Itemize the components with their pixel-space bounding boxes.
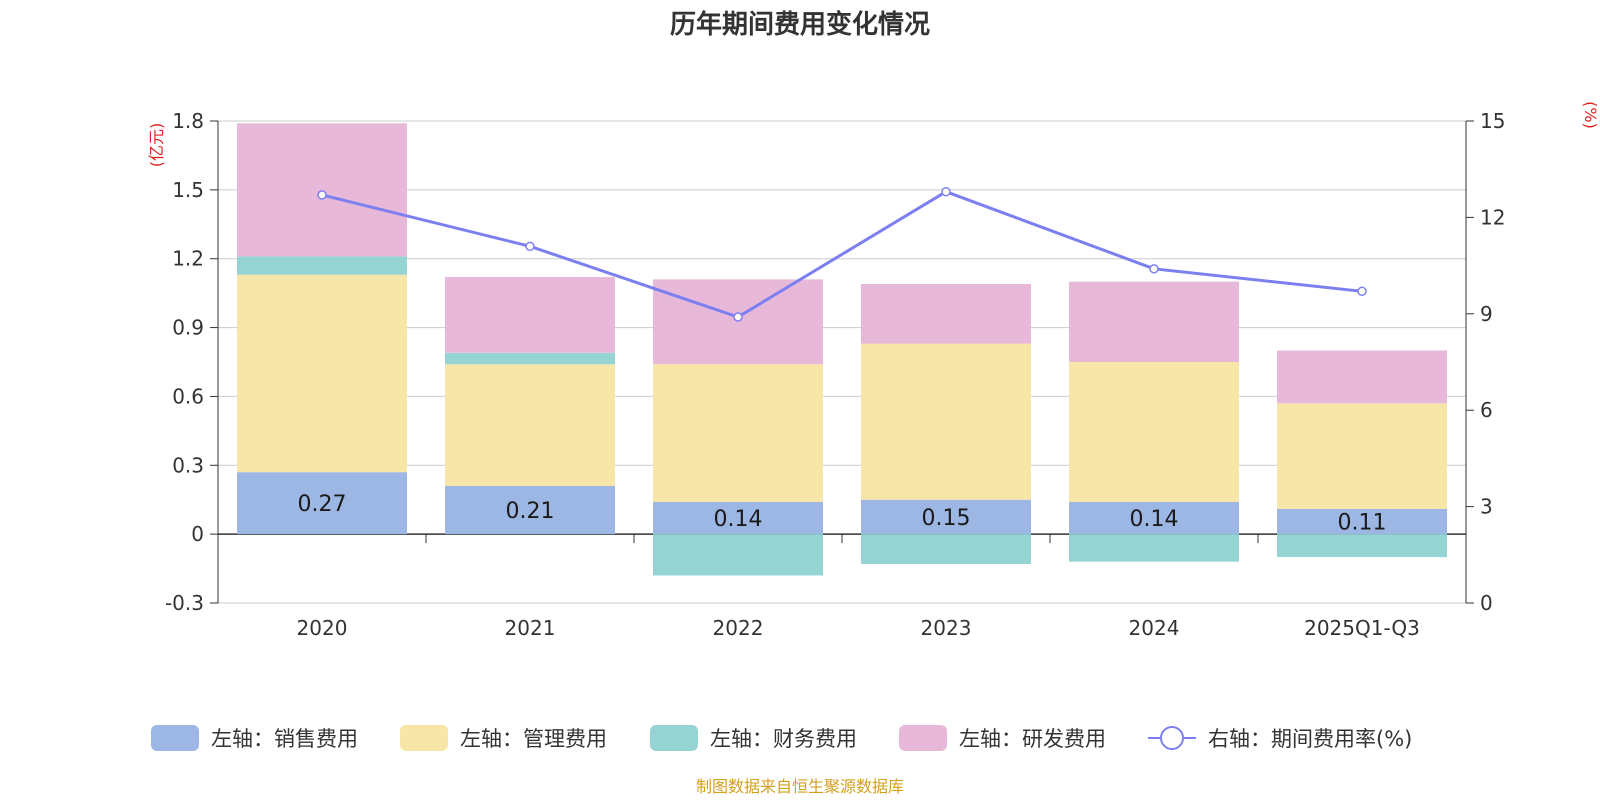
legend-swatch: [400, 725, 448, 751]
rate-point: [317, 190, 327, 200]
bar-segment: [861, 343, 1031, 500]
category-label: 2021: [505, 616, 556, 640]
rate-line: [321, 190, 1363, 319]
left-tick-label: 0.6: [172, 384, 204, 408]
legend-label: 左轴：管理费用: [460, 727, 607, 751]
bar-segment: [653, 364, 823, 503]
legend-label: 左轴：财务费用: [710, 727, 857, 751]
bar-segment: [653, 279, 823, 365]
legend-label: 左轴：研发费用: [959, 727, 1106, 751]
legend-label: 左轴：销售费用: [211, 727, 358, 751]
bar-segment: [861, 499, 1031, 535]
right-tick-label: 12: [1480, 205, 1505, 229]
left-tick-label: 1.5: [172, 178, 204, 202]
bar-segment: [237, 274, 407, 473]
bar-value-label: 0.27: [298, 492, 347, 517]
category-label: 2020: [297, 616, 348, 640]
bar-segment: [1277, 508, 1447, 535]
bar-segment: [445, 364, 615, 486]
rate-line-group: [317, 186, 1367, 322]
bar-value-label: 0.21: [506, 499, 555, 524]
legend-marker: [1160, 726, 1184, 750]
right-tick-label: 15: [1480, 109, 1505, 133]
legend-swatch: [151, 725, 199, 751]
left-tick-label: 1.2: [172, 247, 204, 271]
category-label: 2024: [1129, 616, 1180, 640]
bar-segment: [1069, 362, 1239, 503]
rate-point: [941, 186, 951, 197]
bar-value-label: 0.11: [1338, 511, 1387, 536]
bar-segment: [861, 534, 1031, 564]
bar-value-label: 0.14: [714, 507, 763, 532]
legend-swatch: [650, 725, 698, 751]
right-tick-label: 6: [1480, 398, 1493, 422]
bar-labels-group: 0.27 0.21 0.14 0.15 0.14 0.11: [298, 492, 1387, 535]
rate-point: [1149, 264, 1159, 274]
bar-segment: [1069, 502, 1239, 535]
right-axis-unit: (%): [1581, 101, 1600, 129]
category-label: 2025Q1-Q3: [1304, 616, 1420, 640]
rate-point: [1357, 286, 1367, 297]
rate-point: [733, 312, 743, 322]
legend-swatch: [899, 725, 947, 751]
left-tick-label: 0: [191, 522, 204, 546]
bar-segment: [445, 352, 615, 365]
left-tick-label: 1.8: [172, 109, 204, 133]
bar-segment: [1277, 534, 1447, 558]
left-tick-label: -0.3: [165, 591, 204, 615]
bar-segment: [237, 123, 407, 257]
left-axis-unit: (亿元): [147, 123, 166, 168]
right-tick-label: 3: [1480, 495, 1493, 519]
axes-group: -0.3 0 0.3 0.6 0.9 1.2 1.5 1.8 0 3 6 9 12 15 2020 2021 2…: [165, 109, 1505, 640]
bar-segment: [445, 485, 615, 535]
right-tick-label: 9: [1480, 302, 1493, 326]
bar-segment: [1277, 350, 1447, 404]
legend: 左轴：销售费用 左轴：管理费用 左轴：财务费用 左轴：研发费用 右轴：期间费用率(%): [151, 725, 1412, 751]
bar-value-label: 0.14: [1130, 507, 1179, 532]
bar-segment: [1069, 534, 1239, 562]
bar-segment: [237, 256, 407, 275]
category-label: 2022: [713, 616, 764, 640]
bar-segment: [445, 277, 615, 353]
bar-segment: [237, 472, 407, 535]
rate-point: [525, 241, 535, 252]
legend-label: 右轴：期间费用率(%): [1208, 727, 1412, 751]
bar-segment: [1277, 403, 1447, 509]
left-tick-label: 0.3: [172, 453, 204, 477]
source-note: 制图数据来自恒生聚源数据库: [696, 777, 904, 796]
right-tick-label: 0: [1480, 591, 1493, 615]
bar-segment: [1069, 281, 1239, 362]
category-label: 2023: [921, 616, 972, 640]
bar-segment: [653, 534, 823, 576]
bar-segment: [861, 283, 1031, 344]
left-tick-label: 0.9: [172, 316, 204, 340]
chart-title: 历年期间费用变化情况: [670, 9, 930, 40]
bar-segment: [653, 502, 823, 535]
bars-group: [237, 123, 1447, 576]
bar-value-label: 0.15: [922, 506, 971, 531]
